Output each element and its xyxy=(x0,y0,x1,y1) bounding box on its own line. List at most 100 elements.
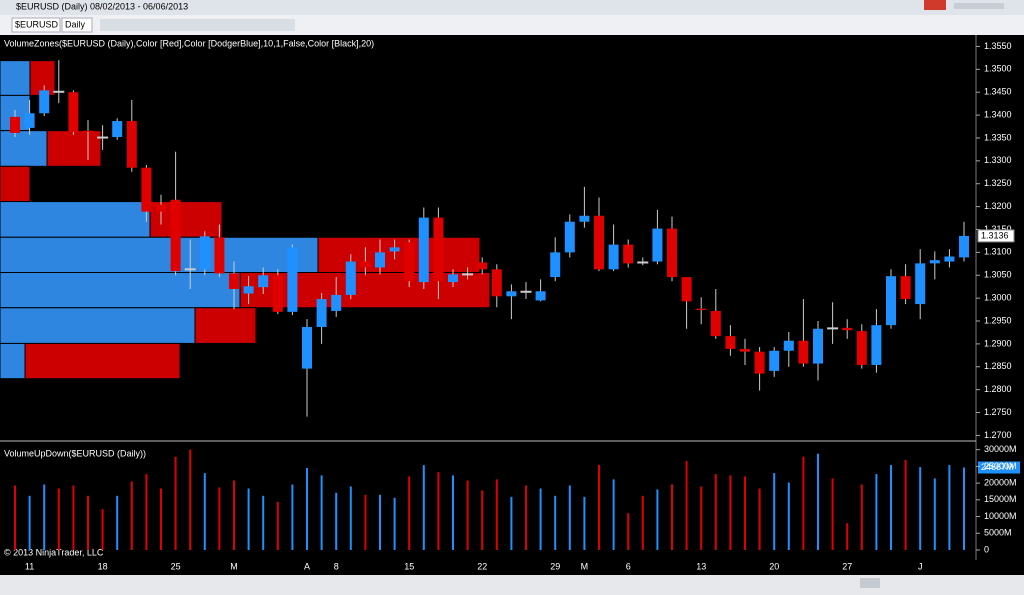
interval-box[interactable] xyxy=(61,17,93,33)
zone-down xyxy=(29,60,56,96)
zone-up xyxy=(0,60,31,96)
candle-body xyxy=(389,247,400,252)
scrollbar[interactable] xyxy=(0,575,1024,595)
x-tick-label: 20 xyxy=(769,561,779,571)
interval[interactable]: Daily xyxy=(65,19,86,29)
y-tick-label: 0 xyxy=(984,544,989,554)
candle-body xyxy=(39,90,50,114)
candle-body xyxy=(871,325,882,365)
x-tick-label: 27 xyxy=(842,561,852,571)
window-controls[interactable] xyxy=(954,3,1004,9)
candle-body xyxy=(637,261,649,264)
x-tick-label: 6 xyxy=(626,561,631,571)
candle-body xyxy=(462,273,474,276)
candle-body xyxy=(360,261,371,268)
volume-indicator-label: VolumeUpDown($EURUSD (Daily)) xyxy=(4,448,146,458)
y-tick-label: 1.2850 xyxy=(984,361,1012,371)
candle-body xyxy=(594,215,604,270)
y-tick-label: 10000M xyxy=(984,511,1017,521)
instrument-box[interactable] xyxy=(11,17,61,33)
y-tick-label: 30000M xyxy=(984,444,1017,454)
close-button[interactable] xyxy=(924,0,946,10)
candle-body xyxy=(842,327,853,331)
candle-body xyxy=(331,294,342,311)
candle-body xyxy=(725,336,736,349)
volume-label-box xyxy=(978,461,1020,474)
x-tick-label: J xyxy=(918,561,923,571)
x-tick-label: 13 xyxy=(696,561,706,571)
zone-down xyxy=(317,236,481,274)
y-tick-label: 5000M xyxy=(984,528,1012,538)
candle-body xyxy=(258,275,269,288)
candle-body xyxy=(520,290,532,293)
zone-up xyxy=(0,201,151,238)
zone-up xyxy=(0,307,196,344)
x-tick-label: M xyxy=(581,561,589,571)
last-price-label: 1.3136 xyxy=(981,230,1009,240)
zone-up xyxy=(0,236,319,274)
zone-up xyxy=(0,272,241,309)
y-tick-label: 25000M xyxy=(984,461,1017,471)
candle-body xyxy=(112,121,123,138)
candle-body xyxy=(477,262,488,270)
instrument[interactable]: $EURUSD xyxy=(15,19,59,29)
zone-down xyxy=(0,165,31,203)
x-tick-label: 29 xyxy=(550,561,560,571)
y-tick-label: 1.3400 xyxy=(984,109,1012,119)
copyright: © 2013 NinjaTrader, LLC xyxy=(4,547,104,557)
candle-body xyxy=(710,310,721,337)
y-tick-label: 1.3350 xyxy=(984,132,1012,142)
candle-body xyxy=(375,252,385,268)
candle-body xyxy=(448,274,458,283)
candle-body xyxy=(623,244,634,264)
candle-body xyxy=(754,351,765,374)
y-tick-label: 1.3300 xyxy=(984,155,1012,165)
candle-body xyxy=(229,273,239,289)
candle-body xyxy=(345,261,356,295)
candle-body xyxy=(287,247,298,312)
y-tick-label: 1.3150 xyxy=(984,224,1012,234)
candle-body xyxy=(24,113,35,128)
candle-body xyxy=(900,276,911,300)
candle-body xyxy=(696,308,707,311)
toolbar-icons[interactable] xyxy=(100,19,295,31)
zone-down xyxy=(24,342,181,380)
candle-body xyxy=(97,136,109,139)
scroll-thumb[interactable] xyxy=(860,578,880,588)
candle-body xyxy=(608,244,619,270)
candle-body xyxy=(10,116,20,133)
candle-body xyxy=(856,331,867,365)
x-tick-label: 22 xyxy=(477,561,487,571)
candle-body xyxy=(272,275,283,312)
candle-body xyxy=(243,286,254,294)
candle-body xyxy=(184,268,196,271)
candle-body xyxy=(798,340,809,364)
candle-body xyxy=(170,199,181,272)
y-tick-label: 1.2800 xyxy=(984,384,1012,394)
candle-body xyxy=(126,121,137,168)
candle-body xyxy=(783,340,794,351)
candle-body xyxy=(214,237,225,274)
zone-up xyxy=(0,130,48,167)
y-tick-label: 1.3550 xyxy=(984,41,1012,51)
candle-body xyxy=(915,263,926,305)
y-tick-label: 1.2950 xyxy=(984,315,1012,325)
x-tick-label: 11 xyxy=(25,561,34,571)
candle-body xyxy=(564,221,575,253)
candle-body xyxy=(199,236,210,270)
candle-body xyxy=(68,92,79,133)
zone-down xyxy=(194,307,257,344)
candle-body xyxy=(404,242,415,282)
y-tick-label: 1.2750 xyxy=(984,407,1012,417)
candle-body xyxy=(53,90,65,93)
title-bar xyxy=(0,0,1024,15)
zone-up xyxy=(0,342,26,380)
x-tick-label: 25 xyxy=(171,561,181,571)
last-price-box xyxy=(977,229,1015,243)
y-tick-label: 1.3200 xyxy=(984,201,1012,211)
candle-body xyxy=(141,167,152,212)
candle-body xyxy=(550,252,561,278)
y-tick-label: 1.3100 xyxy=(984,247,1012,257)
